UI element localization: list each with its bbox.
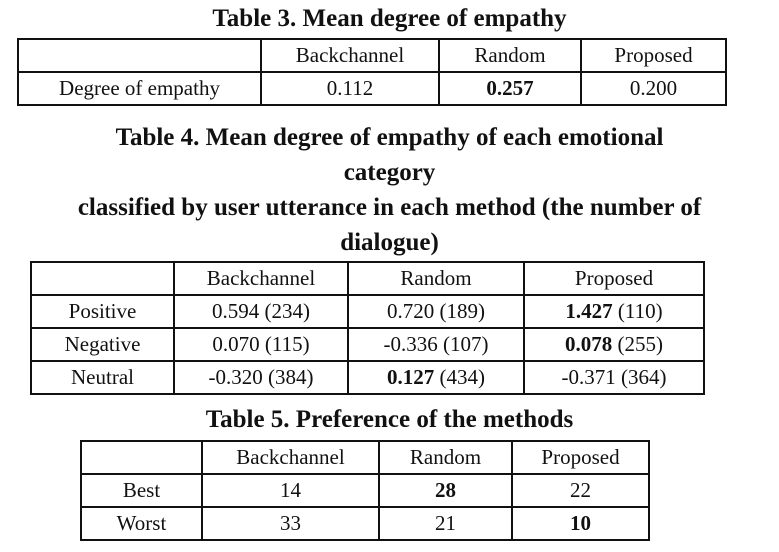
table4: Backchannel Random Proposed Positive 0.5…: [30, 261, 705, 395]
cell-value: 0.070: [212, 332, 260, 356]
cell-count: (189): [434, 299, 486, 323]
row-label: Best: [80, 473, 203, 508]
table5-header-corner: [80, 440, 203, 475]
table4-header-backchannel: Backchannel: [173, 261, 349, 296]
cell-backchannel: -0.320 (384): [173, 360, 349, 395]
cell-backchannel: 0.070 (115): [173, 327, 349, 362]
cell-count: (255): [612, 332, 664, 356]
cell-count: (107): [437, 332, 489, 356]
cell-value: 0.078: [565, 332, 613, 356]
cell-proposed: 0.200: [580, 71, 727, 106]
cell-proposed: -0.371 (364): [523, 360, 705, 395]
table-row: Worst 33 21 10: [80, 506, 650, 541]
cell-backchannel: 0.112: [260, 71, 440, 106]
table3-header-proposed: Proposed: [580, 38, 727, 73]
table3-header-random: Random: [438, 38, 582, 73]
table4-header-random: Random: [347, 261, 525, 296]
cell-random: 28: [378, 473, 513, 508]
table4-header-row: Backchannel Random Proposed: [30, 261, 705, 296]
row-label: Negative: [30, 327, 175, 362]
table-row: Degree of empathy 0.112 0.257 0.200: [17, 71, 727, 106]
cell-random: 0.257: [438, 71, 582, 106]
table5-caption: Table 5. Preference of the methods: [205, 406, 574, 433]
table3-header-corner: [17, 38, 262, 73]
cell-random: 0.720 (189): [347, 294, 525, 329]
table4-header-proposed: Proposed: [523, 261, 705, 296]
table3-header-backchannel: Backchannel: [260, 38, 440, 73]
table5-header-proposed: Proposed: [511, 440, 650, 475]
row-label: Neutral: [30, 360, 175, 395]
cell-value: 1.427: [565, 299, 613, 323]
cell-value: -0.320: [208, 365, 263, 389]
cell-backchannel: 14: [201, 473, 380, 508]
cell-count: (384): [262, 365, 314, 389]
table-row: Best 14 28 22: [80, 473, 650, 508]
cell-proposed: 1.427 (110): [523, 294, 705, 329]
table3-caption: Table 3. Mean degree of empathy: [212, 5, 567, 32]
cell-random: 21: [378, 506, 513, 541]
cell-count: (115): [259, 332, 310, 356]
cell-count: (434): [434, 365, 486, 389]
cell-backchannel: 33: [201, 506, 380, 541]
table3-header-row: Backchannel Random Proposed: [17, 38, 727, 73]
cell-value: -0.336: [383, 332, 438, 356]
table-row: Positive 0.594 (234) 0.720 (189) 1.427 (…: [30, 294, 705, 329]
table5-header-row: Backchannel Random Proposed: [80, 440, 650, 475]
row-label: Degree of empathy: [17, 71, 262, 106]
cell-random: 0.127 (434): [347, 360, 525, 395]
row-label: Positive: [30, 294, 175, 329]
table5-header-backchannel: Backchannel: [201, 440, 380, 475]
cell-count: (234): [259, 299, 311, 323]
table3: Backchannel Random Proposed Degree of em…: [17, 38, 727, 106]
table4-caption-line: category: [343, 159, 436, 186]
cell-count: (364): [615, 365, 667, 389]
cell-proposed: 0.078 (255): [523, 327, 705, 362]
cell-proposed: 10: [511, 506, 650, 541]
table-row: Neutral -0.320 (384) 0.127 (434) -0.371 …: [30, 360, 705, 395]
cell-random: -0.336 (107): [347, 327, 525, 362]
table4-header-corner: [30, 261, 175, 296]
table-row: Negative 0.070 (115) -0.336 (107) 0.078 …: [30, 327, 705, 362]
table4-caption-line: dialogue): [340, 229, 439, 256]
cell-count: (110): [612, 299, 663, 323]
table4-caption-line: Table 4. Mean degree of empathy of each …: [115, 124, 664, 151]
table5: Backchannel Random Proposed Best 14 28 2…: [80, 440, 650, 541]
table5-header-random: Random: [378, 440, 513, 475]
table4-caption-line: classified by user utterance in each met…: [77, 194, 702, 221]
row-label: Worst: [80, 506, 203, 541]
cell-value: -0.371: [561, 365, 616, 389]
table4-caption: Table 4. Mean degree of empathy of each …: [0, 120, 779, 260]
cell-value: 0.127: [387, 365, 435, 389]
cell-value: 0.720: [387, 299, 435, 323]
cell-value: 0.594: [212, 299, 260, 323]
cell-backchannel: 0.594 (234): [173, 294, 349, 329]
cell-proposed: 22: [511, 473, 650, 508]
